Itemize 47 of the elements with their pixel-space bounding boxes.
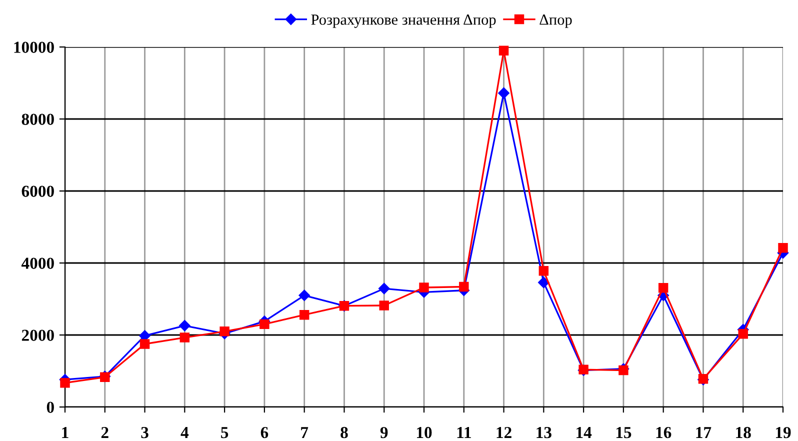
y-tick-label: 6000 [22, 186, 54, 197]
point [298, 290, 310, 302]
x-tick-label: 17 [696, 427, 712, 438]
point [778, 243, 788, 253]
point [379, 300, 389, 310]
legend-label: Δпор [540, 14, 572, 28]
y-tick-label: 0 [46, 402, 54, 413]
point [180, 332, 190, 342]
x-tick-label: 19 [776, 426, 791, 438]
x-tick-label: 18 [736, 426, 751, 438]
point [658, 282, 668, 293]
point [459, 282, 469, 292]
point [179, 320, 190, 332]
x-tick-label: 9 [380, 426, 388, 438]
x-tick-label: 8 [340, 426, 348, 438]
x-tick-label: 5 [221, 427, 228, 438]
x-tick-label: 1 [62, 427, 68, 438]
point [738, 329, 748, 339]
y-tick-label: 2000 [22, 330, 54, 341]
legend-label: Розрахункове значення Δпор [311, 14, 496, 28]
x-tick-label: 2 [101, 426, 108, 438]
x-tick-label: 6 [260, 426, 268, 438]
x-tick-label: 11 [457, 427, 471, 438]
point [419, 282, 429, 292]
y-tick-label: 8000 [22, 114, 54, 125]
y-tick-label: 10000 [14, 42, 54, 53]
point [538, 266, 549, 276]
x-tick-label: 16 [656, 426, 672, 438]
point [260, 319, 270, 330]
point [299, 310, 310, 320]
point [220, 326, 230, 336]
x-tick-label: 14 [576, 427, 592, 438]
x-tick-label: 7 [301, 427, 308, 438]
x-tick-label: 10 [417, 426, 432, 438]
x-tick-label: 3 [141, 426, 148, 438]
point [140, 339, 150, 349]
x-tick-label: 4 [180, 427, 189, 438]
x-tick-label: 13 [536, 426, 552, 438]
point [498, 87, 510, 99]
point [618, 365, 628, 376]
point [498, 46, 509, 56]
x-tick-label: 15 [616, 427, 632, 438]
y-tick-label: 4000 [21, 258, 54, 269]
point [538, 276, 550, 288]
point [60, 378, 70, 388]
x-tick-label: 12 [496, 426, 512, 438]
point [378, 282, 390, 294]
